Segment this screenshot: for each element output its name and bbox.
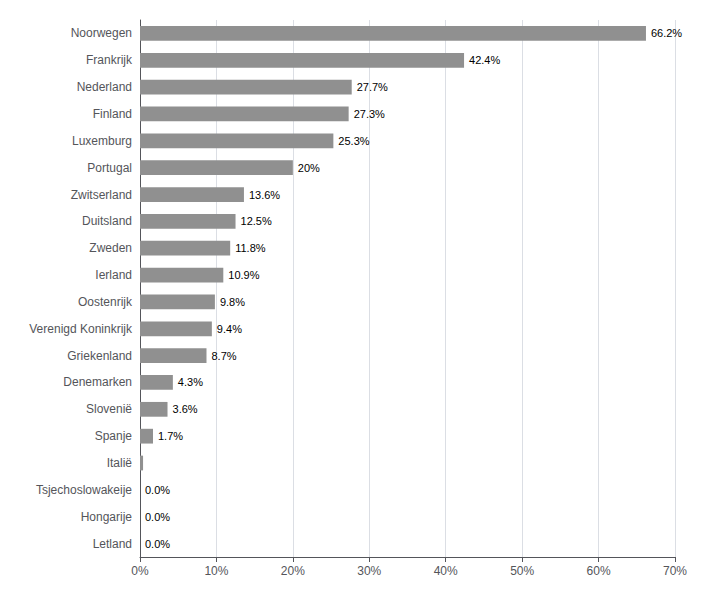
svg-text:0.0%: 0.0% bbox=[145, 511, 170, 523]
svg-text:Hongarije: Hongarije bbox=[81, 510, 133, 524]
svg-text:Frankrijk: Frankrijk bbox=[86, 53, 133, 67]
svg-text:0.0%: 0.0% bbox=[145, 538, 170, 550]
svg-text:25.3%: 25.3% bbox=[338, 135, 369, 147]
svg-text:0%: 0% bbox=[131, 564, 149, 578]
svg-text:20%: 20% bbox=[298, 162, 320, 174]
svg-text:Tsjechoslowakeije: Tsjechoslowakeije bbox=[36, 483, 132, 497]
svg-text:Verenigd Koninkrijk: Verenigd Koninkrijk bbox=[29, 322, 133, 336]
svg-text:Italië: Italië bbox=[107, 456, 133, 470]
svg-text:Griekenland: Griekenland bbox=[67, 349, 132, 363]
svg-text:40%: 40% bbox=[434, 564, 458, 578]
svg-text:Luxemburg: Luxemburg bbox=[72, 134, 132, 148]
svg-text:4.3%: 4.3% bbox=[178, 376, 203, 388]
svg-text:Oostenrijk: Oostenrijk bbox=[78, 295, 133, 309]
svg-text:50%: 50% bbox=[510, 564, 534, 578]
svg-text:Spanje: Spanje bbox=[95, 429, 133, 443]
svg-text:Slovenië: Slovenië bbox=[86, 402, 132, 416]
svg-text:9.8%: 9.8% bbox=[220, 296, 245, 308]
svg-text:1.7%: 1.7% bbox=[158, 430, 183, 442]
svg-text:Finland: Finland bbox=[93, 107, 132, 121]
svg-text:8.7%: 8.7% bbox=[211, 350, 236, 362]
svg-text:Denemarken: Denemarken bbox=[63, 375, 132, 389]
svg-text:10.9%: 10.9% bbox=[228, 269, 259, 281]
svg-text:20%: 20% bbox=[281, 564, 305, 578]
svg-text:0.0%: 0.0% bbox=[145, 484, 170, 496]
svg-text:70%: 70% bbox=[663, 564, 687, 578]
svg-text:12.5%: 12.5% bbox=[241, 215, 272, 227]
svg-text:3.6%: 3.6% bbox=[173, 403, 198, 415]
svg-text:27.7%: 27.7% bbox=[357, 81, 388, 93]
svg-text:Nederland: Nederland bbox=[77, 80, 132, 94]
svg-text:Portugal: Portugal bbox=[87, 161, 132, 175]
svg-text:Ierland: Ierland bbox=[95, 268, 132, 282]
svg-text:Letland: Letland bbox=[93, 537, 132, 551]
svg-text:30%: 30% bbox=[357, 564, 381, 578]
svg-text:Zwitserland: Zwitserland bbox=[71, 188, 132, 202]
svg-text:27.3%: 27.3% bbox=[354, 108, 385, 120]
svg-text:Duitsland: Duitsland bbox=[82, 214, 132, 228]
svg-text:66.2%: 66.2% bbox=[651, 27, 682, 39]
svg-text:9.4%: 9.4% bbox=[217, 323, 242, 335]
svg-text:10%: 10% bbox=[204, 564, 228, 578]
svg-text:11.8%: 11.8% bbox=[235, 242, 266, 254]
svg-text:60%: 60% bbox=[587, 564, 611, 578]
svg-text:13.6%: 13.6% bbox=[249, 189, 280, 201]
svg-text:42.4%: 42.4% bbox=[469, 54, 500, 66]
svg-text:Noorwegen: Noorwegen bbox=[71, 26, 132, 40]
svg-text:Zweden: Zweden bbox=[89, 241, 132, 255]
